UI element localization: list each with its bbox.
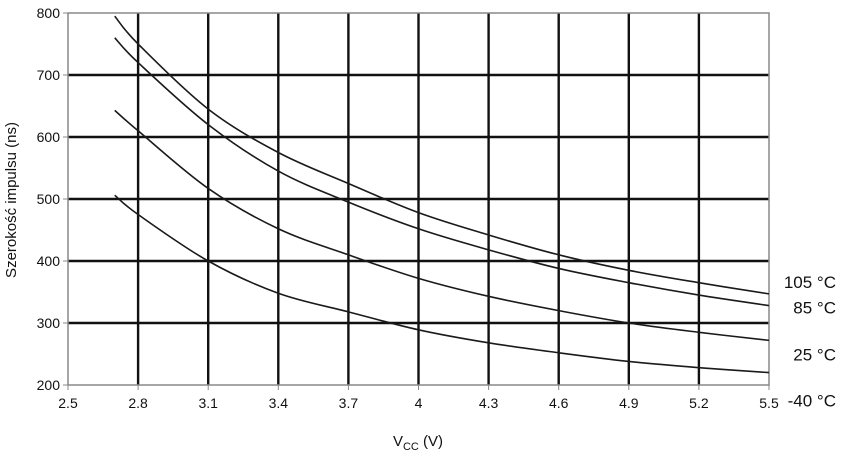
series-line	[114, 15, 770, 295]
x-tick-label: 3.4	[269, 395, 289, 411]
x-tick-label: 3.1	[198, 395, 218, 411]
series-label: -40 °C	[788, 392, 836, 411]
y-tick-label: 400	[37, 253, 61, 269]
x-tick-label: 4.9	[619, 395, 639, 411]
y-axis-title: Szerokość impulsu (ns)	[3, 122, 20, 278]
x-tick-labels: 2.5 2.8 3.1 3.4 3.7 4 4.3 4.6 4.9 5.2 5.5	[58, 395, 779, 411]
grid	[68, 13, 769, 385]
series-label: 105 °C	[784, 273, 836, 292]
series-label: 85 °C	[793, 299, 836, 318]
y-tick-label: 700	[37, 67, 61, 83]
y-tick-label: 600	[37, 129, 61, 145]
x-axis-title-sub: CC	[403, 441, 419, 453]
y-tick-labels: 200 300 400 500 600 700 800	[37, 5, 61, 393]
x-tick-label: 2.5	[58, 395, 78, 411]
x-tick-label: 4.6	[549, 395, 569, 411]
series-lines	[114, 15, 770, 374]
x-tick-label: 5.5	[759, 395, 779, 411]
x-tick-label: 5.2	[689, 395, 709, 411]
y-tick-label: 200	[37, 377, 61, 393]
x-axis-title: VCC (V)	[393, 433, 443, 453]
y-tick-label: 800	[37, 5, 61, 21]
y-tick-label: 500	[37, 191, 61, 207]
x-tick-label: 2.8	[128, 395, 148, 411]
series-line	[114, 194, 770, 374]
x-axis-title-main: V	[393, 433, 403, 450]
series-label: 25 °C	[793, 345, 836, 364]
y-tick-label: 300	[37, 315, 61, 331]
x-tick-label: 4.3	[479, 395, 499, 411]
x-tick-label: 3.7	[339, 395, 359, 411]
axes	[63, 12, 770, 390]
series-line	[114, 109, 770, 342]
x-axis-title-unit: (V)	[419, 433, 443, 450]
plot-frame	[67, 12, 770, 386]
series-labels: 105 °C 85 °C 25 °C -40 °C	[784, 273, 836, 411]
x-tick-label: 4	[415, 395, 423, 411]
series-line	[114, 37, 770, 307]
